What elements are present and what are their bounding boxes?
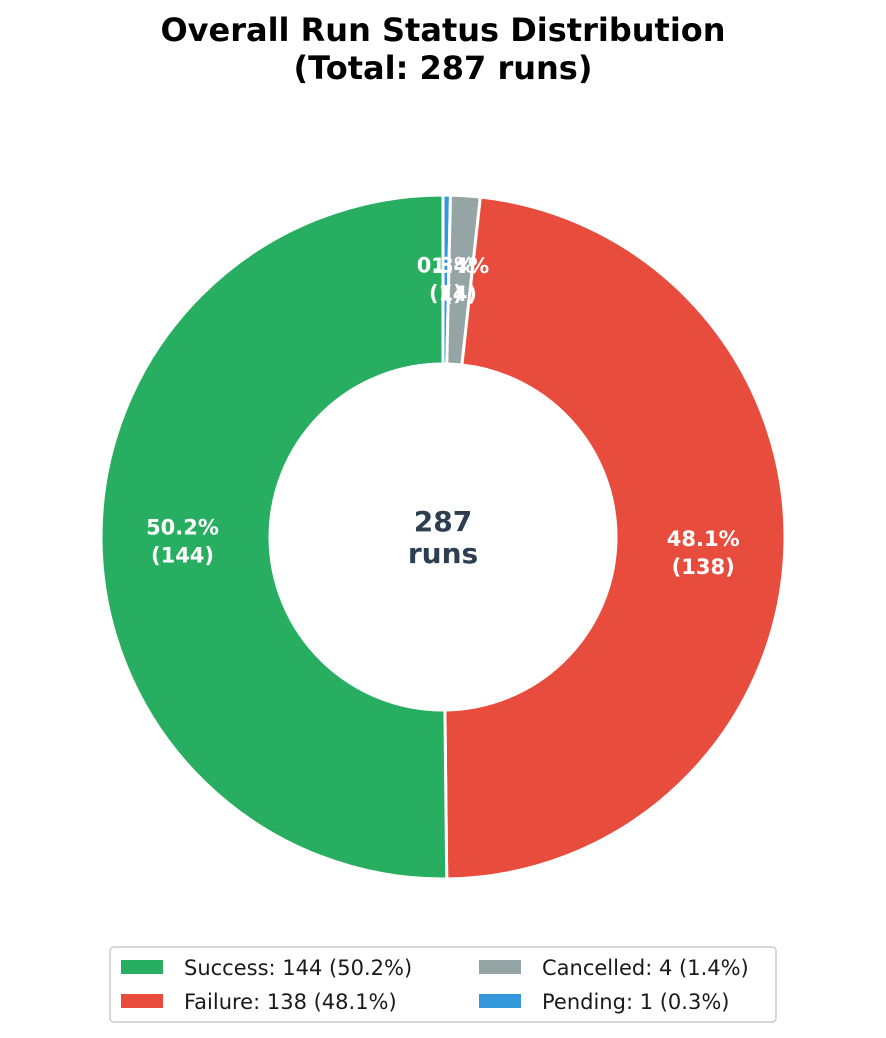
slice-label-success-count: (144) bbox=[151, 543, 214, 567]
slice-success bbox=[99, 193, 449, 881]
slice-label-pending-percent: 0.3% bbox=[417, 254, 475, 278]
center-total-unit: runs bbox=[408, 537, 478, 570]
legend-swatch bbox=[479, 994, 521, 1008]
chart-title-line1: Overall Run Status Distribution bbox=[160, 11, 725, 49]
legend-swatch bbox=[121, 994, 163, 1008]
chart-title-line2: (Total: 287 runs) bbox=[294, 49, 593, 87]
legend-swatch bbox=[479, 960, 521, 974]
legend-label: Pending: 1 (0.3%) bbox=[542, 990, 729, 1014]
slice-failure bbox=[443, 195, 787, 881]
legend-label: Failure: 138 (48.1%) bbox=[184, 990, 397, 1014]
legend-swatch bbox=[121, 960, 163, 974]
slice-labels: 0.3% (1) 1.4% (4) 48.1% (138) 50.2% (144) bbox=[146, 254, 740, 579]
slice-label-failure-count: (138) bbox=[672, 555, 735, 579]
slice-label-cancelled-count: (4) bbox=[443, 282, 477, 306]
slice-label-failure-percent: 48.1% bbox=[667, 527, 740, 551]
donut-slices bbox=[99, 193, 787, 881]
legend: Success: 144 (50.2%) Failure: 138 (48.1%)… bbox=[109, 946, 777, 1023]
legend-label: Success: 144 (50.2%) bbox=[184, 956, 412, 980]
legend-label: Cancelled: 4 (1.4%) bbox=[542, 956, 749, 980]
slice-label-success-percent: 50.2% bbox=[146, 515, 219, 539]
slice-label-cancelled-percent: 1.4% bbox=[431, 254, 489, 278]
center-total-value: 287 bbox=[414, 505, 472, 538]
slice-label-pending-count: (1) bbox=[429, 282, 463, 306]
legend-frame bbox=[109, 946, 777, 1023]
